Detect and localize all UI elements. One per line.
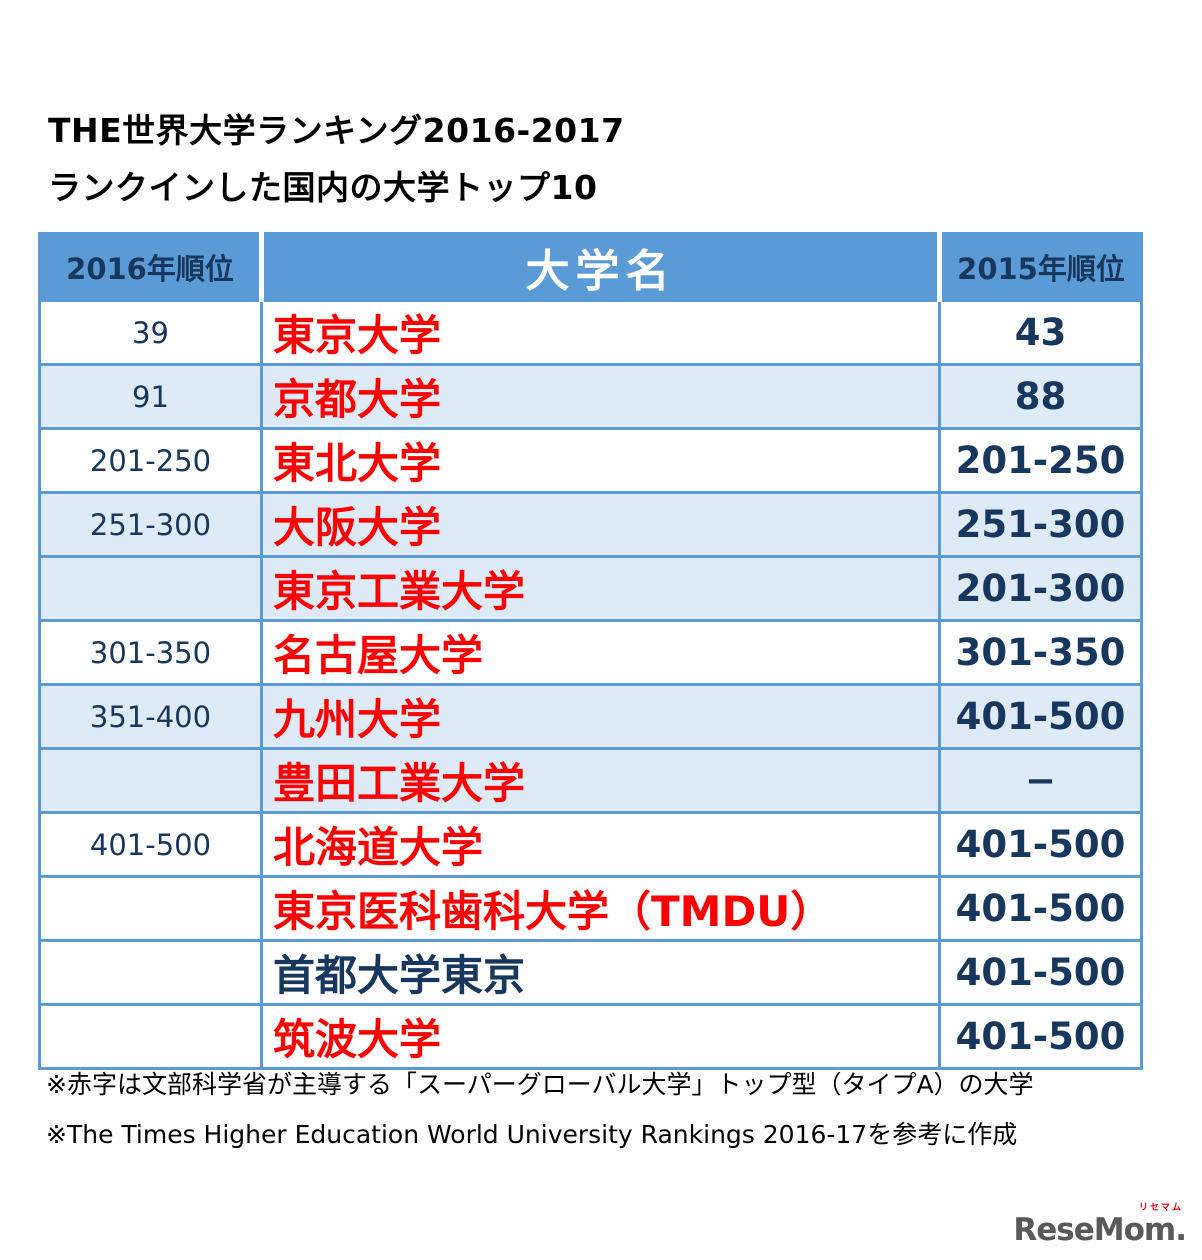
ranking-table: 2016年順位 大学名 2015年順位 39 東京大学 43 91 京都大学 88 201-… xyxy=(38,232,1143,1070)
header-university-name: 大学名 xyxy=(259,232,942,302)
table-header: 2016年順位 大学名 2015年順位 xyxy=(38,232,1143,302)
table-row: 251-300 大阪大学 251-300 xyxy=(38,491,1143,558)
rank-2016-cell xyxy=(38,747,263,814)
university-name-cell: 東京医科歯科大学（TMDU） xyxy=(260,875,941,942)
footnotes: ※赤字は文部科学省が主導する「スーパーグローバル大学」トップ型（タイプA）の大学… xyxy=(46,1060,1034,1160)
rank-2015-cell: 401-500 xyxy=(938,811,1143,878)
rank-2015-cell: 401-500 xyxy=(938,875,1143,942)
rank-2016-cell xyxy=(38,875,263,942)
university-name-cell: 北海道大学 xyxy=(260,811,941,878)
rank-2016-cell: 351-400 xyxy=(38,683,263,750)
resemom-wordmark: ReseMom. xyxy=(1013,1212,1187,1248)
header-rank-2015: 2015年順位 xyxy=(938,232,1143,302)
university-name-cell: 東京大学 xyxy=(260,299,941,366)
university-name-cell: 筑波大学 xyxy=(260,1003,941,1070)
rank-2015-cell: − xyxy=(938,747,1143,814)
rank-2016-cell: 251-300 xyxy=(38,491,263,558)
rank-2015-cell: 251-300 xyxy=(938,491,1143,558)
table-row: 豊田工業大学 − xyxy=(38,747,1143,814)
rank-2016-cell: 401-500 xyxy=(38,811,263,878)
university-name-cell: 京都大学 xyxy=(260,363,941,430)
page-title: THE世界大学ランキング2016-2017 ランクインした国内の大学トップ10 xyxy=(48,103,625,217)
rank-2016-cell xyxy=(38,555,263,622)
university-name-cell: 東北大学 xyxy=(260,427,941,494)
rank-2015-cell: 43 xyxy=(938,299,1143,366)
university-name-cell: 名古屋大学 xyxy=(260,619,941,686)
rank-2016-cell: 301-350 xyxy=(38,619,263,686)
rank-2016-cell: 201-250 xyxy=(38,427,263,494)
table-row: 201-250 東北大学 201-250 xyxy=(38,427,1143,494)
title-line-1: THE世界大学ランキング2016-2017 xyxy=(48,111,625,150)
resemom-kana-label: リセマム xyxy=(1138,1203,1183,1213)
header-rank-2016: 2016年順位 xyxy=(38,232,263,302)
rank-2016-cell: 91 xyxy=(38,363,263,430)
table-row: 筑波大学 401-500 xyxy=(38,1003,1143,1070)
rank-2015-cell: 301-350 xyxy=(938,619,1143,686)
table-row: 91 京都大学 88 xyxy=(38,363,1143,430)
footnote-source: ※The Times Higher Education World Univer… xyxy=(46,1120,1018,1149)
rank-2015-cell: 88 xyxy=(938,363,1143,430)
rank-2015-cell: 201-300 xyxy=(938,555,1143,622)
table-row: 首都大学東京 401-500 xyxy=(38,939,1143,1006)
rank-2016-cell xyxy=(38,1003,263,1070)
university-name-cell: 豊田工業大学 xyxy=(260,747,941,814)
table-row: 301-350 名古屋大学 301-350 xyxy=(38,619,1143,686)
rank-2015-cell: 401-500 xyxy=(938,683,1143,750)
table-row: 39 東京大学 43 xyxy=(38,299,1143,366)
header-row: 2016年順位 大学名 2015年順位 xyxy=(38,232,1143,302)
rank-2015-cell: 401-500 xyxy=(938,1003,1143,1070)
table-row: 東京医科歯科大学（TMDU） 401-500 xyxy=(38,875,1143,942)
table-row: 401-500 北海道大学 401-500 xyxy=(38,811,1143,878)
resemom-logo: リセマム ReseMom. xyxy=(1013,1203,1187,1248)
table-row: 351-400 九州大学 401-500 xyxy=(38,683,1143,750)
university-name-cell: 大阪大学 xyxy=(260,491,941,558)
footnote-red-legend: ※赤字は文部科学省が主導する「スーパーグローバル大学」トップ型（タイプA）の大学 xyxy=(46,1070,1034,1099)
rank-2015-cell: 201-250 xyxy=(938,427,1143,494)
university-name-cell: 東京工業大学 xyxy=(260,555,941,622)
title-line-2: ランクインした国内の大学トップ10 xyxy=(48,167,598,207)
rank-2016-cell xyxy=(38,939,263,1006)
ranking-table-body: 39 東京大学 43 91 京都大学 88 201-250 東北大学 201-250 251-30… xyxy=(38,299,1143,1070)
table-row: 東京工業大学 201-300 xyxy=(38,555,1143,622)
rank-2015-cell: 401-500 xyxy=(938,939,1143,1006)
university-name-cell: 首都大学東京 xyxy=(260,939,941,1006)
university-name-cell: 九州大学 xyxy=(260,683,941,750)
rank-2016-cell: 39 xyxy=(38,299,263,366)
